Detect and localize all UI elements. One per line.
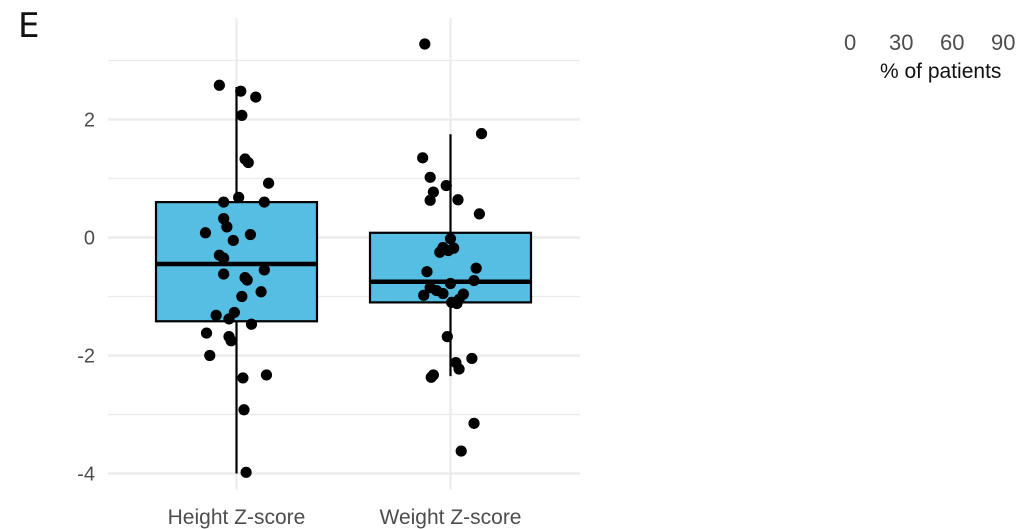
data-point: [258, 264, 270, 276]
data-point: [245, 318, 258, 330]
data-point: [242, 156, 254, 169]
data-point: [218, 252, 230, 264]
point-layer: [199, 38, 488, 478]
data-point: [260, 369, 273, 381]
panel-letter: E: [18, 6, 40, 46]
data-point: [417, 152, 429, 164]
y-tick-label: 2: [84, 110, 95, 132]
data-point: [440, 179, 452, 192]
data-point: [221, 221, 233, 233]
percent-legend-tick: 30: [889, 30, 914, 55]
percent-legend-label: % of patients: [880, 60, 1002, 83]
percent-legend-tick: 90: [991, 30, 1016, 55]
data-point: [236, 109, 248, 121]
data-point: [424, 194, 436, 206]
data-point: [442, 244, 454, 257]
data-point: [470, 262, 482, 274]
data-point: [237, 372, 249, 384]
x-tick-label: Height Z-score: [168, 506, 306, 529]
data-point: [437, 287, 449, 300]
y-tick-label: 0: [84, 228, 95, 250]
data-point: [444, 233, 457, 245]
data-point: [210, 309, 222, 321]
box-layer: [154, 87, 533, 474]
data-point: [218, 268, 230, 280]
data-point: [258, 196, 270, 208]
data-point: [421, 266, 433, 278]
data-point: [225, 335, 237, 347]
y-tick-label: -4: [77, 464, 95, 486]
data-point: [233, 191, 245, 203]
percent-legend: 0 30 60 90 % of patients: [838, 30, 1028, 90]
data-point: [424, 171, 436, 183]
data-point: [475, 128, 488, 140]
data-point: [451, 297, 463, 310]
data-point: [255, 286, 267, 298]
data-point: [199, 227, 212, 239]
axis-layer: 2 0 -2 -4 Height Z-score Weight Z-score: [77, 110, 521, 529]
y-tick-label: -2: [77, 346, 95, 368]
data-point: [452, 194, 464, 206]
data-point: [455, 445, 467, 457]
percent-legend-tick: 60: [940, 30, 965, 55]
data-point: [240, 466, 252, 478]
data-point: [238, 404, 250, 416]
data-point: [434, 246, 446, 258]
data-point: [441, 331, 453, 343]
box-iqr: [368, 231, 533, 304]
data-point: [263, 177, 275, 189]
data-point: [204, 349, 216, 362]
data-point: [223, 313, 235, 325]
data-point: [444, 277, 457, 290]
data-point: [235, 85, 247, 97]
x-tick-label: Weight Z-score: [380, 506, 522, 529]
data-point: [473, 208, 485, 220]
data-point: [241, 274, 253, 286]
data-point: [466, 352, 478, 365]
data-point: [244, 228, 257, 241]
data-point: [250, 91, 262, 103]
data-point: [213, 79, 225, 91]
data-point: [218, 196, 230, 208]
data-point: [425, 371, 437, 383]
data-point: [200, 327, 213, 339]
data-point: [453, 363, 465, 375]
data-point: [236, 290, 248, 303]
data-point: [418, 289, 430, 301]
data-point: [468, 417, 480, 429]
data-point: [419, 38, 431, 50]
data-point: [227, 234, 239, 247]
box-iqr: [154, 201, 319, 323]
data-point: [468, 274, 480, 287]
percent-legend-tick: 0: [844, 30, 857, 55]
